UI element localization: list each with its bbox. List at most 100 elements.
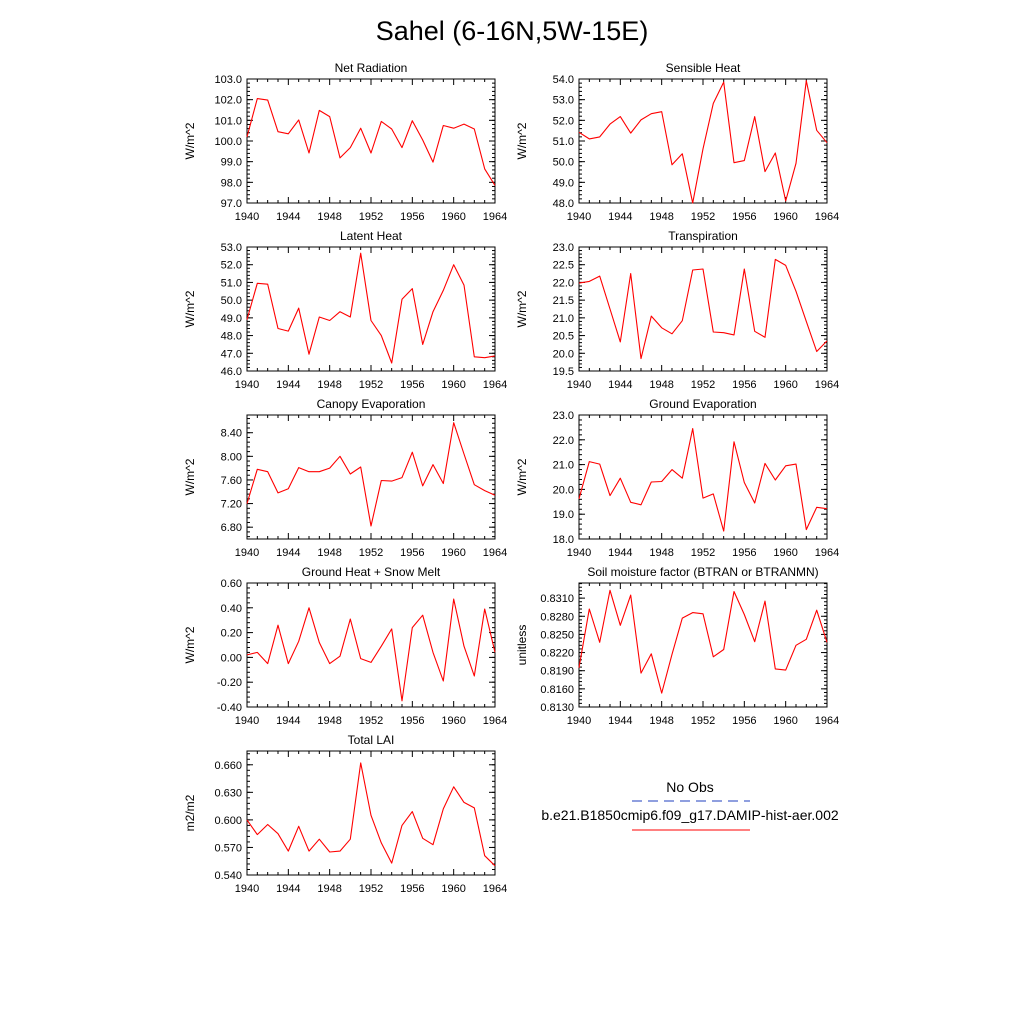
panel-1: Net Radiation W/m^2 1940 1944 1948 1952 1956 19… <box>183 61 507 223</box>
series-line <box>578 258 828 360</box>
x-tick-label: 1952 <box>359 715 383 727</box>
plot-frame <box>578 414 828 540</box>
x-tick-label: 1952 <box>691 379 715 391</box>
y-tick-label: 0.600 <box>214 815 242 827</box>
y-axis-label: W/m^2 <box>183 626 197 663</box>
panel-title: Sensible Heat <box>666 61 741 75</box>
panel-6: Ground Evaporation W/m^2 1940 1944 1948 1952 1… <box>515 397 839 559</box>
x-tick-label: 1964 <box>815 547 839 559</box>
y-axis-label: m2/m2 <box>183 794 197 831</box>
x-tick-label: 1956 <box>732 547 756 559</box>
y-tick-label: 22.0 <box>553 435 574 447</box>
panel-title: Net Radiation <box>335 61 408 75</box>
y-tick-label: 50.0 <box>553 157 574 169</box>
plot-frame <box>578 582 828 708</box>
y-tick-label: 0.8280 <box>540 611 574 623</box>
x-tick-label: 1940 <box>567 547 591 559</box>
x-tick-label: 1956 <box>400 379 424 391</box>
y-tick-label: 47.0 <box>221 348 242 360</box>
y-tick-label: 46.0 <box>221 366 242 378</box>
y-tick-label: 0.60 <box>221 578 242 590</box>
x-tick-label: 1944 <box>608 715 632 727</box>
y-tick-label: 7.20 <box>221 499 242 511</box>
y-tick-label: 0.8130 <box>540 702 574 714</box>
y-tick-label: 0.8190 <box>540 666 574 678</box>
x-tick-label: 1956 <box>400 547 424 559</box>
y-axis-label: W/m^2 <box>183 458 197 495</box>
y-tick-label: 97.0 <box>221 198 242 210</box>
y-tick-label: 54.0 <box>553 74 574 86</box>
x-tick-label: 1956 <box>732 379 756 391</box>
y-tick-label: 0.8250 <box>540 629 574 641</box>
y-tick-label: 0.660 <box>214 760 242 772</box>
x-tick-label: 1948 <box>317 547 341 559</box>
y-tick-label: 48.0 <box>221 331 242 343</box>
page-title: Sahel (6-16N,5W-15E) <box>376 16 649 46</box>
x-tick-label: 1964 <box>483 883 507 895</box>
y-tick-label: 19.0 <box>553 509 574 521</box>
y-tick-label: -0.40 <box>217 702 242 714</box>
plot-frame <box>246 246 496 372</box>
y-tick-label: 0.8160 <box>540 684 574 696</box>
y-tick-label: 18.0 <box>553 534 574 546</box>
x-tick-label: 1964 <box>815 715 839 727</box>
panel-title: Ground Evaporation <box>649 397 756 411</box>
y-tick-label: 20.0 <box>553 484 574 496</box>
y-tick-label: 0.20 <box>221 628 242 640</box>
series-line <box>578 80 828 204</box>
y-tick-label: 21.5 <box>553 295 574 307</box>
legend-obs-label: No Obs <box>666 779 713 795</box>
y-tick-label: 8.00 <box>221 451 242 463</box>
x-tick-label: 1944 <box>276 379 300 391</box>
y-tick-label: 49.0 <box>553 177 574 189</box>
series-line <box>578 589 828 694</box>
y-axis-label: W/m^2 <box>183 290 197 327</box>
x-tick-label: 1960 <box>773 547 797 559</box>
x-tick-label: 1964 <box>483 715 507 727</box>
y-axis-label: W/m^2 <box>515 122 529 159</box>
y-tick-label: 52.0 <box>221 260 242 272</box>
y-tick-label: 51.0 <box>221 277 242 289</box>
y-tick-label: 21.0 <box>553 313 574 325</box>
panel-8: Soil moisture factor (BTRAN or BTRANMN) u… <box>515 565 839 727</box>
plot-frame <box>578 246 828 372</box>
y-tick-label: 0.630 <box>214 787 242 799</box>
x-tick-label: 1948 <box>649 211 673 223</box>
y-tick-label: 101.0 <box>214 115 242 127</box>
series-line <box>246 252 496 364</box>
x-tick-label: 1960 <box>773 379 797 391</box>
x-tick-label: 1948 <box>649 547 673 559</box>
y-tick-label: 0.570 <box>214 842 242 854</box>
y-tick-label: 98.0 <box>221 177 242 189</box>
y-axis-label: unitless <box>515 625 529 666</box>
x-tick-label: 1964 <box>815 379 839 391</box>
legend: No Obs b.e21.B1850cmip6.f09_g17.DAMIP-hi… <box>541 779 839 831</box>
x-tick-label: 1956 <box>400 883 424 895</box>
y-tick-label: 102.0 <box>214 95 242 107</box>
y-tick-label: 52.0 <box>553 115 574 127</box>
x-tick-label: 1952 <box>691 211 715 223</box>
y-tick-label: 6.80 <box>221 522 242 534</box>
x-tick-label: 1948 <box>317 715 341 727</box>
x-tick-label: 1952 <box>359 883 383 895</box>
y-tick-label: 99.0 <box>221 157 242 169</box>
panel-title: Ground Heat + Snow Melt <box>302 565 441 579</box>
panel-title: Total LAI <box>348 733 395 747</box>
x-tick-label: 1940 <box>567 379 591 391</box>
x-tick-label: 1948 <box>317 379 341 391</box>
y-tick-label: 22.0 <box>553 277 574 289</box>
x-tick-label: 1964 <box>483 379 507 391</box>
y-tick-label: 20.5 <box>553 331 574 343</box>
y-tick-label: 0.8220 <box>540 648 574 660</box>
x-tick-label: 1940 <box>235 715 259 727</box>
x-tick-label: 1940 <box>235 547 259 559</box>
panel-5: Canopy Evaporation W/m^2 1940 1944 1948 1952 1… <box>183 397 507 559</box>
x-tick-label: 1956 <box>732 715 756 727</box>
x-tick-label: 1952 <box>359 379 383 391</box>
x-tick-label: 1940 <box>567 211 591 223</box>
y-tick-label: 0.40 <box>221 603 242 615</box>
panel-title: Canopy Evaporation <box>317 397 426 411</box>
x-tick-label: 1948 <box>317 211 341 223</box>
x-tick-label: 1952 <box>359 547 383 559</box>
